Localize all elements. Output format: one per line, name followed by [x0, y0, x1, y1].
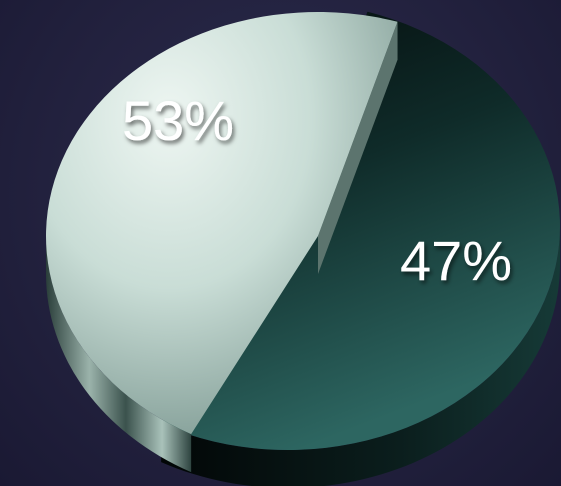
slice-side-light [46, 236, 192, 473]
slice-side-dark [161, 226, 560, 486]
slice-label-light: 47% [400, 229, 512, 292]
slice-top-dark [161, 11, 560, 451]
pie-slice-light [45, 11, 398, 473]
slice-cut-light [318, 21, 398, 274]
pie-slices [45, 11, 560, 486]
slice-top-light [45, 11, 398, 435]
slice-label-dark: 53% [122, 89, 234, 152]
